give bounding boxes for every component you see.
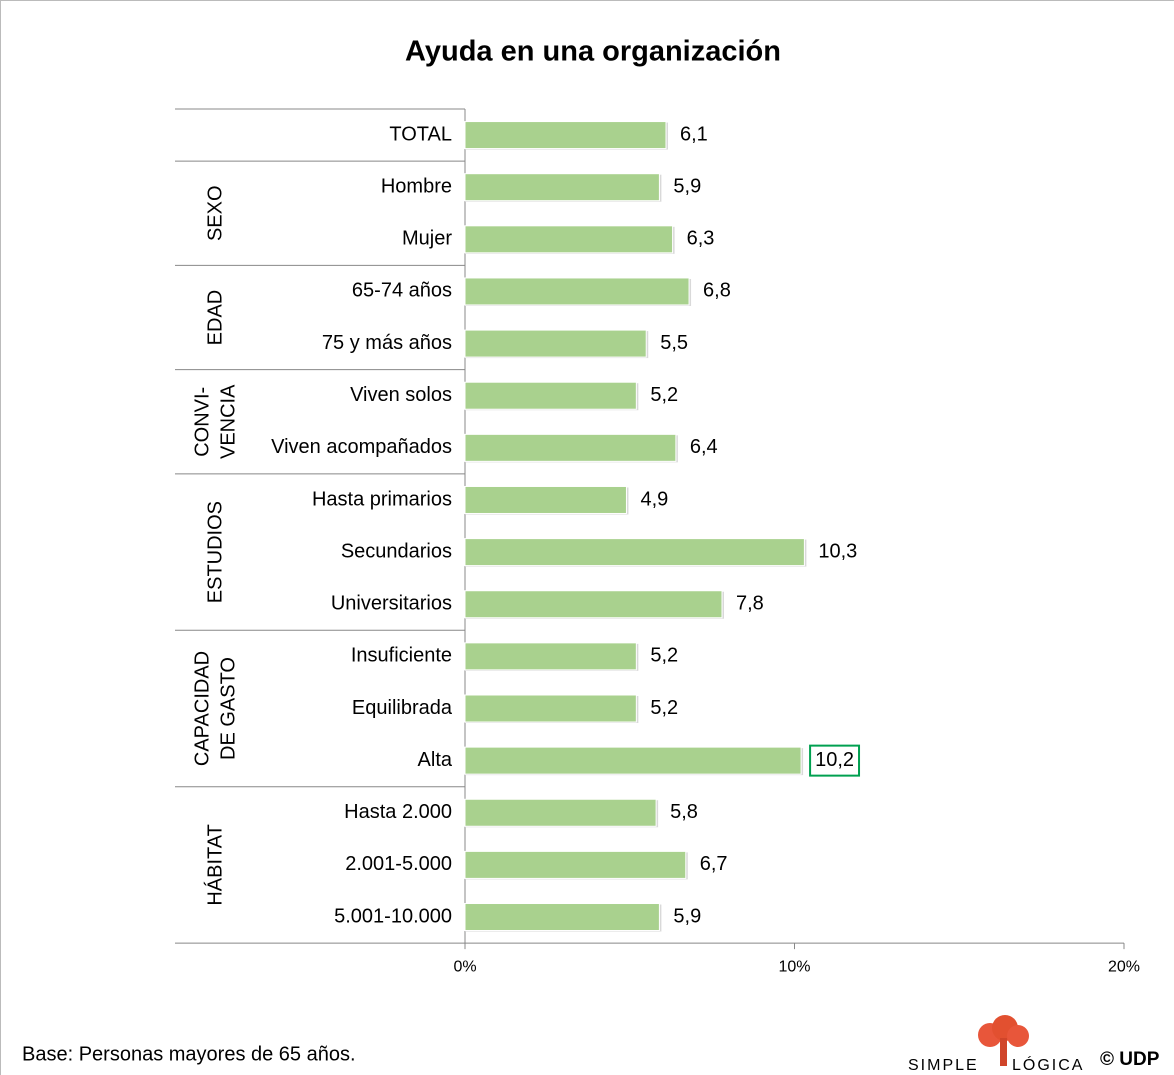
category-label: Secundarios [341, 540, 452, 562]
value-label: 5,2 [650, 697, 678, 719]
bar [464, 485, 627, 514]
value-label: 4,9 [640, 488, 668, 510]
value-label: 5,9 [673, 175, 701, 197]
group-label: CAPACIDAD [191, 651, 213, 766]
bar [464, 903, 660, 932]
value-label: 5,2 [650, 645, 678, 667]
value-label: 6,4 [690, 436, 718, 458]
value-label: 6,8 [703, 280, 731, 302]
value-label: 10,2 [815, 749, 854, 771]
chart-title: Ayuda en una organización [405, 36, 781, 68]
category-label: TOTAL [389, 123, 452, 145]
group-label: CONVI- [191, 387, 213, 457]
category-label: Equilibrada [352, 697, 453, 719]
highlight-box [809, 744, 861, 777]
value-label: 6,3 [687, 228, 715, 250]
category-label: 5.001-10.000 [334, 905, 452, 927]
logo-text: SIMPLE [908, 1057, 979, 1074]
category-label: 75 y más años [322, 332, 452, 354]
bar [464, 173, 660, 202]
category-label: Universitarios [331, 593, 452, 615]
group-label: DE GASTO [217, 657, 239, 760]
x-tick-label: 20% [1108, 958, 1140, 975]
category-label: Hombre [381, 175, 452, 197]
category-label: Hasta primarios [312, 488, 452, 510]
category-label: 2.001-5.000 [345, 853, 452, 875]
group-label: VENCIA [217, 384, 239, 459]
bar [464, 538, 805, 567]
bar [464, 329, 647, 358]
value-label: 5,9 [673, 905, 701, 927]
category-label: Hasta 2.000 [344, 801, 452, 823]
group-label: ESTUDIOS [204, 501, 226, 603]
value-label: 6,7 [700, 853, 728, 875]
bar [464, 225, 674, 254]
bar [464, 642, 637, 671]
category-label: Viven solos [350, 384, 452, 406]
copyright: © UDP [1100, 1049, 1160, 1070]
bar [464, 694, 637, 723]
bar [464, 590, 723, 619]
x-tick-label: 0% [453, 958, 476, 975]
value-label: 5,2 [650, 384, 678, 406]
group-label: SEXO [204, 185, 226, 241]
category-label: Alta [418, 749, 453, 771]
group-label: EDAD [204, 290, 226, 346]
bar [464, 277, 690, 306]
category-label: Viven acompañados [271, 436, 452, 458]
value-label: 10,3 [818, 540, 857, 562]
group-label: HÁBITAT [203, 824, 226, 905]
x-tick-label: 10% [778, 958, 810, 975]
value-label: 5,5 [660, 332, 688, 354]
category-label: Insuficiente [351, 645, 452, 667]
bar [464, 381, 637, 410]
logo-text: LÓGICA [1012, 1055, 1084, 1074]
category-label: 65-74 años [352, 280, 452, 302]
value-label: 7,8 [736, 593, 764, 615]
value-label: 6,1 [680, 123, 708, 145]
bar [464, 121, 667, 150]
bar [464, 746, 802, 775]
category-label: Mujer [402, 228, 452, 250]
bar [464, 433, 677, 462]
logo-tree [978, 1015, 1029, 1066]
bar [464, 798, 657, 827]
note: Base: Personas mayores de 65 años. [22, 1043, 356, 1065]
bar [464, 850, 687, 879]
value-label: 5,8 [670, 801, 698, 823]
